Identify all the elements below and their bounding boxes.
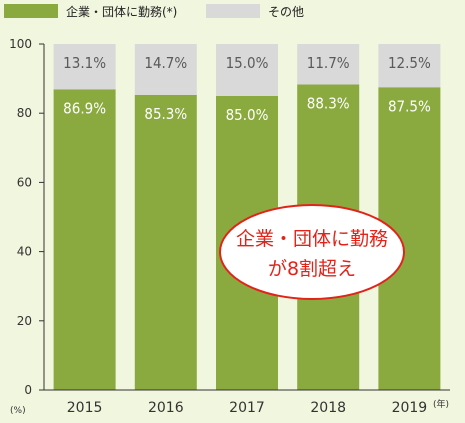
bar-2015-series-0 <box>53 89 116 391</box>
x-tick-label: 2016 <box>148 400 184 416</box>
bars: 86.9% 13.1% 85.3% 14.7% 85.0% 15.0% 88.3% 11.7%… <box>53 44 441 391</box>
bar-2017-series-1 <box>216 44 278 96</box>
y-tick-label: 80 <box>17 106 32 120</box>
legend-swatch-series-0 <box>4 4 58 18</box>
y-tick-label: 60 <box>17 175 32 189</box>
y-tick-label: 0 <box>24 383 32 397</box>
bar-data-label: 12.5% <box>388 54 431 72</box>
callout-line-1: 企業・団体に勤務 <box>236 228 388 250</box>
bar-data-label: 13.1% <box>63 54 106 72</box>
bar-data-label: 11.7% <box>307 54 350 72</box>
y-axis: 0 20 40 60 80 100 <box>9 37 45 397</box>
bar-data-label: 85.0% <box>226 106 269 124</box>
y-unit-label: (%) <box>10 406 26 416</box>
legend-label-series-1: その他 <box>268 5 304 19</box>
callout: 企業・団体に勤務 が8割超え <box>219 204 405 300</box>
bar-data-label: 85.3% <box>144 105 187 123</box>
x-tick-label: 2019 <box>392 400 428 416</box>
bar-2015-series-1 <box>53 44 116 90</box>
callout-ellipse <box>219 204 405 300</box>
bar-2019-series-1 <box>378 44 441 88</box>
x-unit-label: (年) <box>433 398 449 410</box>
bar-2016-series-1 <box>134 44 197 95</box>
legend: 企業・団体に勤務(*) その他 <box>4 4 304 19</box>
x-tick-label: 2015 <box>67 400 103 416</box>
x-axis: 2015 2016 2017 2018 2019 <box>44 389 450 416</box>
legend-label-series-0: 企業・団体に勤務(*) <box>66 4 177 19</box>
bar-2018-series-1 <box>297 44 360 85</box>
y-tick-label: 20 <box>17 314 32 328</box>
y-tick-label: 40 <box>17 245 32 259</box>
bar-data-label: 86.9% <box>63 99 106 117</box>
y-tick-label: 100 <box>9 37 32 51</box>
bar-data-label: 88.3% <box>307 94 350 112</box>
bar-data-label: 87.5% <box>388 97 431 115</box>
x-tick-label: 2018 <box>310 400 346 416</box>
bar-data-label: 14.7% <box>144 54 187 72</box>
legend-swatch-series-1 <box>206 4 260 18</box>
bar-2016-series-0 <box>134 94 197 390</box>
x-tick-label: 2017 <box>229 400 265 416</box>
callout-line-2: が8割超え <box>268 258 356 280</box>
bar-data-label: 15.0% <box>226 54 269 72</box>
